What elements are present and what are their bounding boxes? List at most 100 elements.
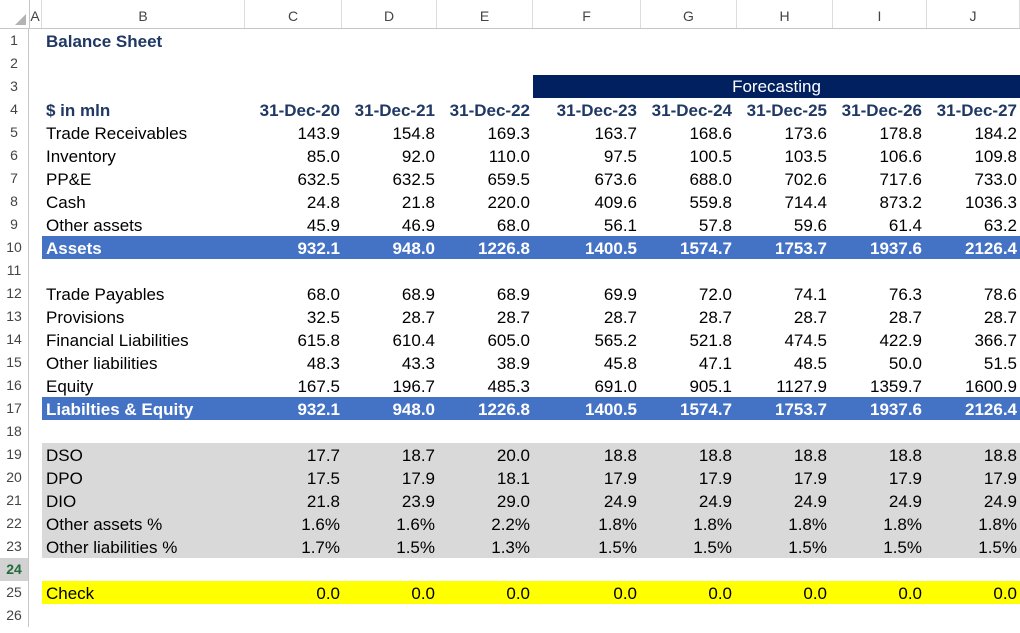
value-cell[interactable]: 0.0 [993,584,1017,603]
column-header-h[interactable]: H [737,0,833,28]
value-cell[interactable]: 51.5 [983,354,1017,373]
row-header-17[interactable]: 17 [0,397,29,420]
value-cell[interactable]: 0.0 [613,584,637,603]
value-cell[interactable]: 1.8% [883,515,922,534]
value-cell[interactable]: 0.0 [708,584,732,603]
row-label[interactable]: Financial Liabilities [46,331,189,350]
row-header-4[interactable]: 4 [0,98,29,121]
value-cell[interactable]: 45.8 [603,354,637,373]
value-cell[interactable]: 61.4 [888,216,922,235]
value-cell[interactable]: 2126.4 [965,400,1017,419]
row-header-3[interactable]: 3 [0,75,29,98]
value-cell[interactable]: 1.3% [491,538,530,557]
value-cell[interactable]: 18.8 [888,446,922,465]
value-cell[interactable]: 17.5 [306,469,340,488]
value-cell[interactable]: 1127.9 [776,377,827,396]
value-cell[interactable]: 0.0 [411,584,435,603]
value-cell[interactable]: 92.0 [401,147,435,166]
value-cell[interactable]: 106.6 [879,147,922,166]
column-header-d[interactable]: D [342,0,437,28]
date-header-3[interactable]: 31-Dec-23 [556,101,637,120]
value-cell[interactable]: 717.6 [879,170,922,189]
value-cell[interactable]: 17.9 [401,469,435,488]
value-cell[interactable]: 702.6 [784,170,827,189]
value-cell[interactable]: 1753.7 [775,400,827,419]
value-cell[interactable]: 28.7 [603,308,637,327]
value-cell[interactable]: 57.8 [698,216,732,235]
value-cell[interactable]: 1753.7 [775,239,827,258]
value-cell[interactable]: 220.0 [487,193,530,212]
row-label[interactable]: Check [46,584,95,603]
value-cell[interactable]: 110.0 [488,147,530,166]
value-cell[interactable]: 2126.4 [965,239,1017,258]
row-label[interactable]: Cash [46,193,86,212]
value-cell[interactable]: 1.8% [693,515,732,534]
value-cell[interactable]: 632.5 [392,170,435,189]
value-cell[interactable]: 18.8 [793,446,827,465]
value-cell[interactable]: 1.7% [301,538,340,557]
value-cell[interactable]: 103.5 [784,147,827,166]
value-cell[interactable]: 45.9 [306,216,340,235]
value-cell[interactable]: 18.8 [698,446,732,465]
value-cell[interactable]: 632.5 [297,170,340,189]
value-cell[interactable]: 38.9 [496,354,530,373]
column-header-j[interactable]: J [927,0,1020,28]
value-cell[interactable]: 1937.6 [870,400,922,419]
date-header-7[interactable]: 31-Dec-27 [936,101,1017,120]
row-header-26[interactable]: 26 [0,604,29,627]
row-label[interactable]: Trade Receivables [46,124,188,143]
value-cell[interactable]: 163.7 [594,124,637,143]
forecasting-header[interactable]: Forecasting [533,75,1020,98]
value-cell[interactable]: 1.6% [301,515,340,534]
value-cell[interactable]: 1600.9 [965,377,1017,396]
row-header-13[interactable]: 13 [0,305,29,328]
row-label[interactable]: DIO [46,492,77,511]
select-all-corner[interactable] [0,0,30,28]
value-cell[interactable]: 559.8 [689,193,732,212]
value-cell[interactable]: 29.0 [496,492,530,511]
row-header-24[interactable]: 24 [0,558,29,581]
row-label[interactable]: Assets [46,239,102,258]
value-cell[interactable]: 28.7 [401,308,435,327]
value-cell[interactable]: 24.9 [888,492,922,511]
value-cell[interactable]: 733.0 [974,170,1017,189]
value-cell[interactable]: 1226.8 [478,239,530,258]
row-label[interactable]: Trade Payables [46,285,165,304]
value-cell[interactable]: 68.0 [496,216,530,235]
value-cell[interactable]: 932.1 [297,239,340,258]
value-cell[interactable]: 173.6 [784,124,827,143]
value-cell[interactable]: 24.9 [793,492,827,511]
value-cell[interactable]: 196.7 [392,377,435,396]
value-cell[interactable]: 56.1 [603,216,637,235]
row-label[interactable]: Liabilties & Equity [46,400,194,419]
column-header-e[interactable]: E [437,0,533,28]
column-header-b[interactable]: B [42,0,245,28]
row-header-18[interactable]: 18 [0,420,29,443]
value-cell[interactable]: 17.9 [983,469,1017,488]
row-label[interactable]: Inventory [46,147,116,166]
row-header-16[interactable]: 16 [0,374,29,397]
column-header-f[interactable]: F [533,0,641,28]
row-header-22[interactable]: 22 [0,512,29,535]
value-cell[interactable]: 688.0 [689,170,732,189]
value-cell[interactable]: 1574.7 [680,239,732,258]
value-cell[interactable]: 1.5% [788,538,827,557]
date-header-1[interactable]: 31-Dec-21 [354,101,435,120]
row-header-15[interactable]: 15 [0,351,29,374]
column-header-c[interactable]: C [245,0,342,28]
value-cell[interactable]: 605.0 [487,331,530,350]
value-cell[interactable]: 1.5% [883,538,922,557]
value-cell[interactable]: 409.6 [594,193,637,212]
value-cell[interactable]: 1.5% [396,538,435,557]
value-cell[interactable]: 366.7 [974,331,1017,350]
value-cell[interactable]: 18.1 [496,469,530,488]
value-cell[interactable]: 873.2 [879,193,922,212]
row-header-25[interactable]: 25 [0,581,29,604]
value-cell[interactable]: 521.8 [689,331,732,350]
value-cell[interactable]: 28.7 [888,308,922,327]
value-cell[interactable]: 659.5 [487,170,530,189]
value-cell[interactable]: 97.5 [603,147,637,166]
column-header-g[interactable]: G [641,0,737,28]
value-cell[interactable]: 100.5 [689,147,732,166]
value-cell[interactable]: 0.0 [316,584,340,603]
